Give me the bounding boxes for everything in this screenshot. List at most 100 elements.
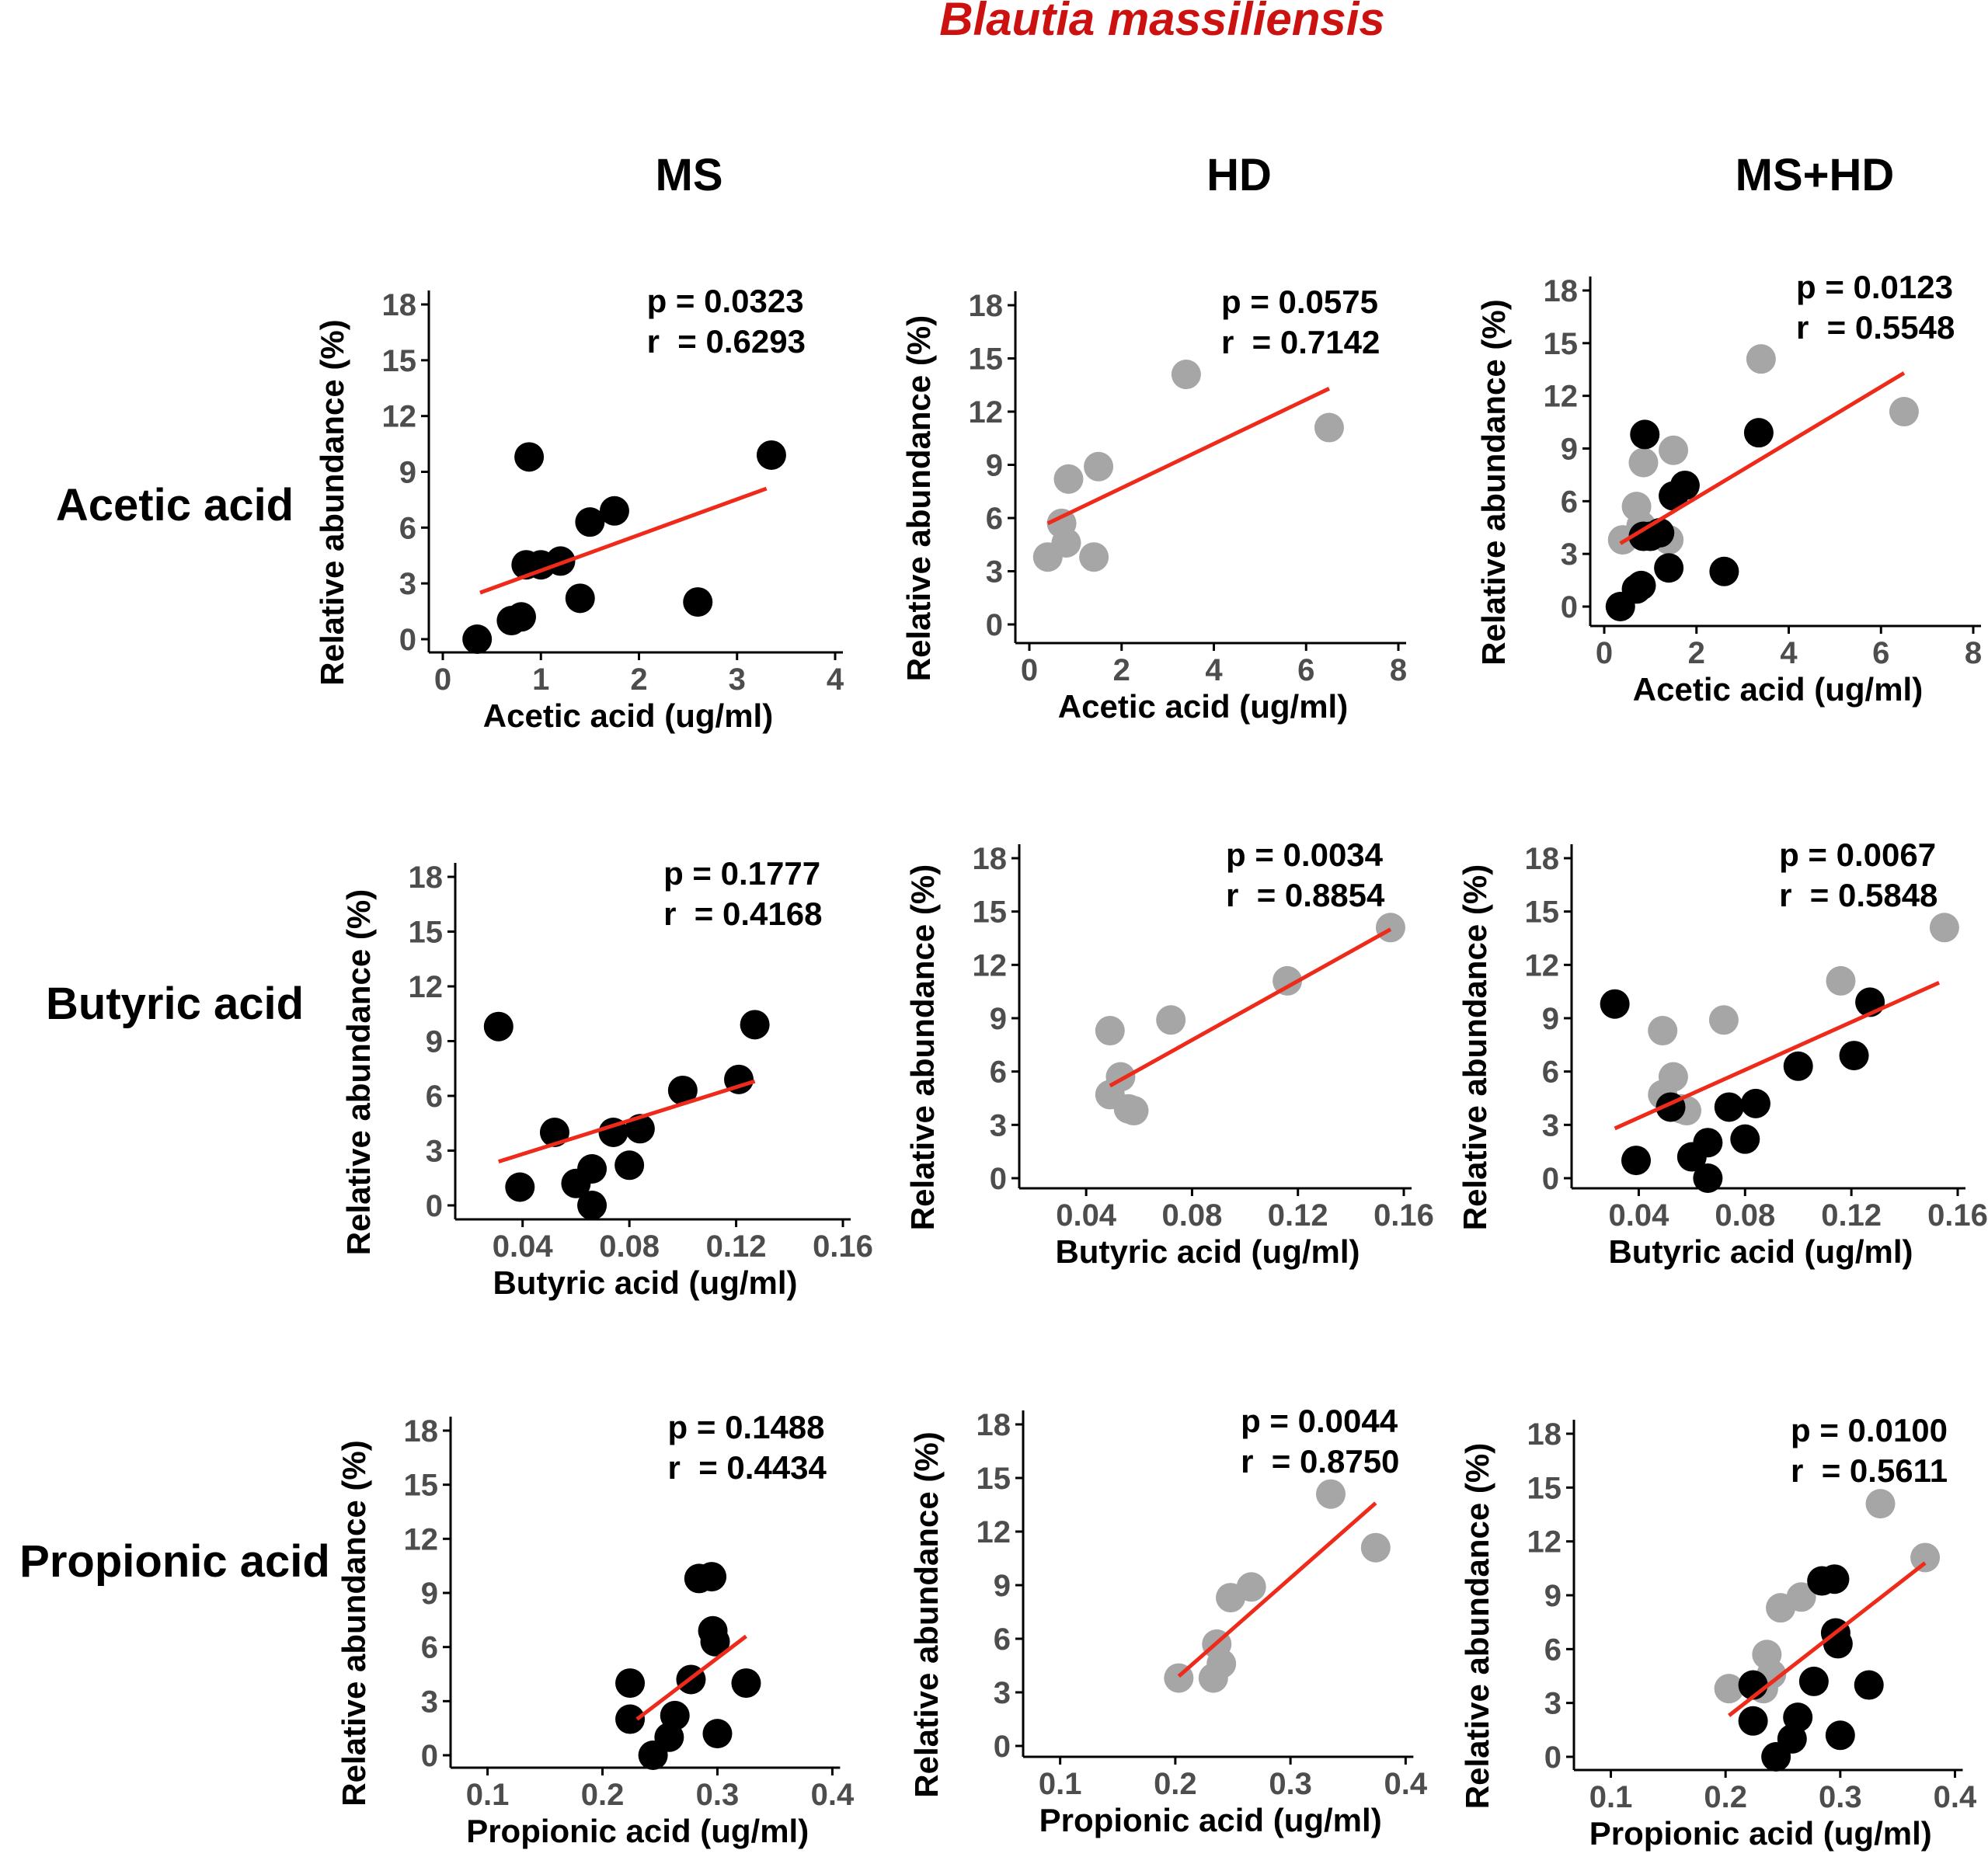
- x-tick-label: 0: [434, 662, 451, 697]
- ms-data-point: [1730, 1124, 1760, 1154]
- y-tick-label: 18: [1525, 842, 1560, 876]
- ms-data-point: [1783, 1051, 1813, 1081]
- ms-data-point: [514, 442, 545, 472]
- x-tick-label: 0.16: [1927, 1198, 1988, 1233]
- ms-data-point: [1839, 1041, 1869, 1071]
- hd-data-point: [1628, 447, 1659, 478]
- y-tick-label: 6: [990, 1055, 1007, 1090]
- p-value-text: p = 0.0575: [1221, 283, 1378, 320]
- hd-data-point: [1708, 1005, 1739, 1035]
- y-tick-label: 0: [994, 1730, 1011, 1764]
- y-axis-label: Relative abundance (%): [314, 319, 350, 685]
- ms-data-point: [740, 1010, 770, 1040]
- x-tick-label: 2: [1688, 636, 1705, 670]
- x-tick-label: 0.1: [466, 1778, 510, 1812]
- regression-line: [1177, 1501, 1377, 1678]
- hd-data-point: [1051, 527, 1081, 558]
- y-tick-label: 18: [409, 861, 444, 895]
- x-axis-label: Butyric acid (ug/ml): [1608, 1233, 1913, 1270]
- ms-data-point: [1654, 553, 1684, 583]
- x-tick-label: 0.2: [1704, 1780, 1747, 1814]
- x-tick-label: 0.04: [1056, 1198, 1117, 1233]
- y-tick-label: 6: [421, 1631, 438, 1665]
- ms-data-point: [700, 1626, 730, 1657]
- hd-data-point: [1105, 1062, 1136, 1092]
- p-value-text: p = 0.0123: [1796, 269, 1953, 305]
- x-tick-label: 0.2: [581, 1778, 625, 1812]
- y-axis-label: Relative abundance (%): [1475, 299, 1512, 665]
- x-tick-label: 0.3: [1269, 1767, 1312, 1801]
- x-tick-label: 0.1: [1039, 1767, 1082, 1801]
- y-tick-label: 12: [382, 400, 417, 434]
- p-value-text: p = 0.0034: [1226, 836, 1384, 873]
- y-tick-label: 6: [994, 1622, 1011, 1657]
- ms-data-point: [1819, 1564, 1850, 1594]
- ms-data-point: [507, 602, 536, 632]
- y-tick-label: 0: [399, 623, 416, 657]
- column-header-ms: MS: [656, 150, 723, 200]
- y-axis-label: Relative abundance (%): [904, 864, 941, 1230]
- y-tick-label: 6: [1561, 485, 1578, 519]
- y-axis-label: Relative abundance (%): [336, 1440, 372, 1806]
- row-label-butyric: Butyric acid: [46, 979, 304, 1029]
- r-value-text: r = 0.5611: [1791, 1452, 1948, 1489]
- y-tick-label: 6: [1544, 1633, 1562, 1667]
- y-tick-label: 15: [1544, 327, 1579, 361]
- regression-line: [479, 486, 768, 595]
- y-tick-label: 9: [1561, 433, 1578, 467]
- y-tick-label: 12: [409, 970, 444, 1004]
- hd-data-point: [1053, 464, 1084, 494]
- x-tick-label: 4: [827, 662, 844, 697]
- regression-line: [1619, 371, 1906, 545]
- regression-line: [635, 1634, 747, 1721]
- y-tick-label: 0: [1542, 1162, 1559, 1196]
- x-tick-label: 0.12: [1268, 1198, 1328, 1233]
- y-tick-label: 0: [1561, 590, 1578, 624]
- y-tick-label: 3: [1561, 537, 1578, 572]
- ms-data-point: [577, 1191, 608, 1220]
- ms-data-point: [545, 546, 576, 576]
- hd-data-point: [1316, 1479, 1346, 1509]
- y-tick-label: 6: [399, 511, 416, 545]
- hd-data-point: [1375, 913, 1405, 943]
- column-header-mshd: MS+HD: [1736, 150, 1895, 200]
- hd-data-point: [1171, 360, 1201, 390]
- ms-data-point: [615, 1150, 645, 1181]
- hd-data-point: [1826, 965, 1856, 996]
- y-tick-label: 15: [1527, 1471, 1562, 1505]
- r-value-text: r = 0.5848: [1779, 877, 1938, 913]
- panel-acetic-hd: 0 3 6 9 12 15 18 0 2 4 6 8 Acetic acid (ug/ml) Relati…: [900, 283, 1407, 725]
- ms-data-point: [1600, 989, 1630, 1019]
- r-value-text: r = 0.4168: [663, 895, 822, 932]
- hd-data-point: [1360, 1532, 1391, 1563]
- p-value-text: p = 0.1777: [663, 855, 820, 892]
- hd-data-point: [1079, 542, 1109, 572]
- ms-data-point: [731, 1668, 761, 1699]
- y-axis-label: Relative abundance (%): [900, 315, 937, 681]
- y-tick-label: 9: [990, 1002, 1007, 1036]
- y-tick-label: 3: [1542, 1108, 1559, 1142]
- ms-data-point: [1626, 570, 1656, 600]
- ms-data-point: [1621, 1146, 1652, 1176]
- hd-data-point: [1910, 1542, 1941, 1573]
- r-value-text: r = 0.5548: [1796, 309, 1955, 346]
- y-tick-label: 3: [994, 1676, 1011, 1710]
- y-tick-label: 15: [1525, 895, 1560, 930]
- x-axis-label: Propionic acid (ug/ml): [1589, 1815, 1932, 1852]
- scatter-panels: 0 3 6 9 12 15 18 0 1 2 3 4 Acetic acid (ug/ml) Relati…: [314, 269, 1988, 1852]
- y-tick-label: 3: [990, 1108, 1007, 1142]
- ms-data-point: [599, 496, 629, 526]
- x-tick-label: 2: [1113, 653, 1130, 687]
- x-tick-label: 4: [1780, 636, 1798, 670]
- y-tick-label: 15: [404, 1469, 439, 1503]
- regression-line: [1046, 387, 1331, 526]
- y-tick-label: 18: [969, 289, 1004, 323]
- x-tick-label: 6: [1872, 636, 1889, 670]
- x-axis-label: Acetic acid (ug/ml): [1058, 688, 1348, 725]
- x-tick-label: 0.04: [1608, 1198, 1669, 1233]
- x-tick-label: 0.4: [811, 1778, 855, 1812]
- x-tick-label: 0.16: [1373, 1198, 1434, 1233]
- regression-line: [1614, 980, 1941, 1131]
